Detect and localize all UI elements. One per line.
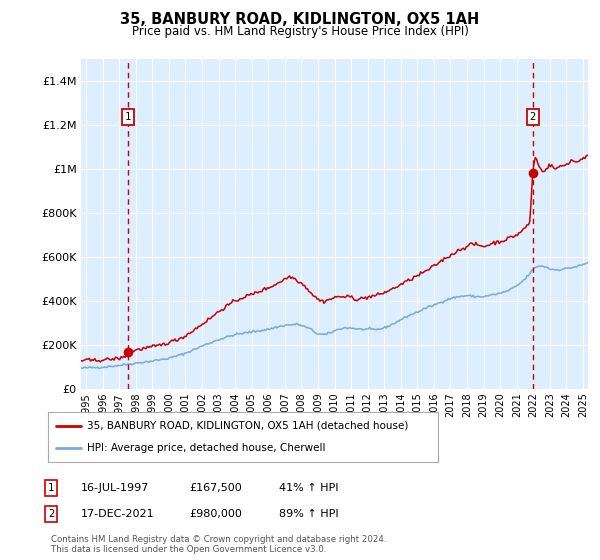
Text: 16-JUL-1997: 16-JUL-1997 [81, 483, 149, 493]
Text: HPI: Average price, detached house, Cherwell: HPI: Average price, detached house, Cher… [87, 443, 325, 453]
Text: 89% ↑ HPI: 89% ↑ HPI [279, 509, 338, 519]
Text: 2: 2 [48, 509, 54, 519]
Text: 35, BANBURY ROAD, KIDLINGTON, OX5 1AH (detached house): 35, BANBURY ROAD, KIDLINGTON, OX5 1AH (d… [87, 421, 409, 431]
Text: 2: 2 [530, 111, 536, 122]
Text: £167,500: £167,500 [189, 483, 242, 493]
Text: 35, BANBURY ROAD, KIDLINGTON, OX5 1AH: 35, BANBURY ROAD, KIDLINGTON, OX5 1AH [121, 12, 479, 26]
Text: 17-DEC-2021: 17-DEC-2021 [81, 509, 155, 519]
Text: £980,000: £980,000 [189, 509, 242, 519]
Text: Price paid vs. HM Land Registry's House Price Index (HPI): Price paid vs. HM Land Registry's House … [131, 25, 469, 39]
Text: 1: 1 [125, 111, 131, 122]
Text: Contains HM Land Registry data © Crown copyright and database right 2024.
This d: Contains HM Land Registry data © Crown c… [51, 535, 386, 554]
Text: 41% ↑ HPI: 41% ↑ HPI [279, 483, 338, 493]
Text: 1: 1 [48, 483, 54, 493]
